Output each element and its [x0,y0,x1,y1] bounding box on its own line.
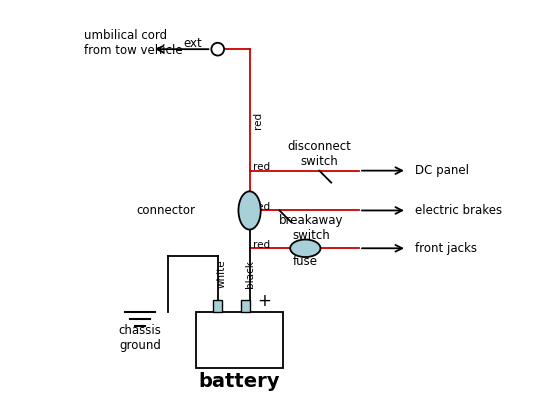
Ellipse shape [290,239,320,257]
Bar [196,312,284,368]
Text: +: + [257,292,271,310]
Bar [241,300,250,312]
Text: red: red [253,202,270,212]
Bar [213,300,222,312]
Text: red: red [253,240,270,250]
Text: red: red [253,112,263,130]
Text: electric brakes: electric brakes [415,204,502,217]
Text: chassis
ground: chassis ground [119,324,162,352]
Text: disconnect
switch: disconnect switch [287,140,351,168]
Text: red: red [253,162,270,172]
Circle shape [211,43,224,56]
Ellipse shape [239,191,261,229]
Text: battery: battery [199,372,280,391]
Text: black: black [244,260,255,288]
Text: umbilical cord
from tow vehicle: umbilical cord from tow vehicle [85,29,183,57]
Text: DC panel: DC panel [415,164,469,177]
Text: white: white [217,260,227,288]
Text: fuse: fuse [293,255,318,267]
Text: front jacks: front jacks [415,242,477,255]
Text: breakaway
switch: breakaway switch [279,214,343,241]
Text: ext: ext [183,37,202,50]
Text: connector: connector [137,204,196,217]
